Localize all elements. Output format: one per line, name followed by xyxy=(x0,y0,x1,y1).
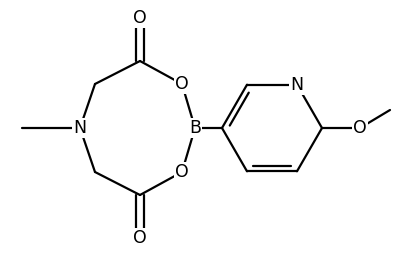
Text: O: O xyxy=(133,9,147,27)
Text: O: O xyxy=(175,163,189,181)
Text: O: O xyxy=(353,119,367,137)
Text: N: N xyxy=(290,76,303,94)
Text: N: N xyxy=(74,119,87,137)
Text: O: O xyxy=(133,229,147,247)
Text: O: O xyxy=(175,75,189,93)
Text: B: B xyxy=(189,119,201,137)
